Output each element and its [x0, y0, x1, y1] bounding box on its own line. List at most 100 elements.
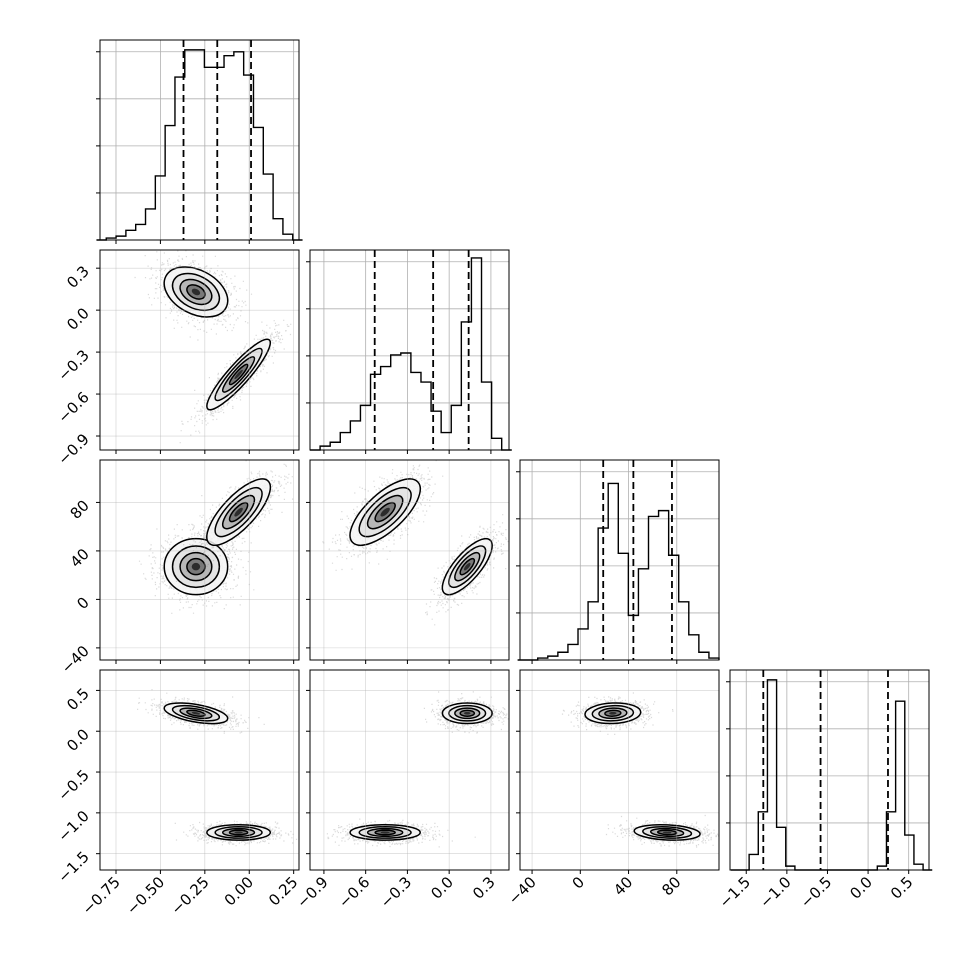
contour-line	[358, 486, 412, 538]
y-tick-label: −0.6	[54, 388, 92, 426]
contour-line	[642, 826, 693, 839]
y-tick-label: 0.3	[63, 262, 93, 292]
hist-panel-bg	[520, 460, 719, 660]
hist-panel-frame	[519, 459, 720, 661]
contour-line	[454, 551, 481, 582]
histogram-step	[310, 257, 512, 451]
contour-line	[206, 823, 272, 841]
x-tick-label: 40	[610, 873, 636, 899]
y-tick-label: −0.9	[54, 430, 92, 468]
scatter-panel-0-3	[96, 669, 300, 874]
contour-line	[358, 826, 412, 839]
contour-line	[228, 829, 249, 836]
contour-line	[591, 704, 635, 722]
hist-panel-0	[96, 39, 303, 244]
x-tick-label: −1.0	[756, 873, 794, 911]
y-tick-label: 40	[67, 545, 93, 571]
y-tick-label: −0.3	[54, 346, 92, 384]
x-tick-label: 0	[569, 873, 588, 892]
density-level	[609, 711, 617, 715]
scatter-panel-frame	[309, 669, 510, 871]
scatter-panel-frame	[519, 669, 720, 871]
density-level	[662, 831, 672, 834]
x-tick-label: 0.00	[221, 873, 257, 909]
x-tick-label: −1.5	[716, 873, 754, 911]
contour-line	[459, 709, 476, 717]
contour-line	[163, 266, 229, 318]
contour-line	[649, 827, 685, 838]
hist-panel-bg	[730, 670, 929, 870]
y-tick-label: −1.5	[54, 848, 92, 886]
contour-line	[584, 702, 642, 725]
hist-panel-frame	[729, 669, 930, 871]
hist-panel-3	[726, 669, 933, 874]
scatter-panel-1-2	[306, 459, 510, 664]
contour-line	[221, 494, 256, 530]
x-tick-label: 0.0	[427, 873, 457, 903]
x-tick-label: 0.5	[887, 873, 917, 903]
contour-line	[374, 501, 396, 523]
density-level	[380, 507, 390, 517]
y-tick-label: 0	[73, 593, 92, 612]
contour-line	[366, 827, 404, 838]
contour-line	[349, 478, 421, 546]
scatter-panel-1-3	[306, 669, 510, 874]
scatter-panel-frame	[99, 459, 300, 661]
hist-panel-frame	[99, 39, 300, 241]
x-tick-label: −0.6	[335, 873, 373, 911]
y-tick-label: 0.0	[63, 725, 93, 755]
y-tick-label: 0.5	[63, 685, 93, 715]
x-tick-label: 0.3	[469, 873, 499, 903]
contour-line	[459, 557, 476, 576]
hist-panel-1	[306, 249, 512, 454]
contour-line	[221, 356, 256, 393]
density-level	[191, 288, 201, 296]
contour-line	[179, 551, 213, 582]
contour-line	[598, 707, 628, 720]
contour-line	[366, 494, 404, 530]
contour-line	[454, 707, 481, 720]
y-tick-label: −40	[58, 642, 93, 677]
contour-line	[228, 501, 249, 523]
x-tick-label: 0.25	[265, 873, 301, 909]
contour-line	[441, 702, 493, 725]
scatter-panel-bg	[520, 670, 719, 870]
x-tick-label: 0.0	[846, 873, 876, 903]
density-level	[234, 831, 243, 834]
x-tick-label: −40	[505, 873, 540, 908]
x-tick-label: −0.50	[123, 873, 168, 918]
contour-line	[441, 537, 493, 596]
y-tick-label: −1.0	[54, 807, 92, 845]
contour-line	[214, 347, 263, 402]
y-tick-label: 0.0	[63, 304, 93, 334]
contour-line	[163, 537, 229, 596]
density-level	[463, 711, 471, 715]
contour-line	[206, 338, 272, 411]
x-tick-label: 80	[658, 873, 684, 899]
scatter-panel-bg	[310, 670, 509, 870]
contour-line	[171, 272, 221, 312]
histogram-step	[517, 482, 720, 661]
scatter-panel-frame	[99, 669, 300, 871]
x-tick-label: −0.5	[797, 873, 835, 911]
x-tick-label: −0.9	[293, 873, 331, 911]
density-level	[234, 369, 243, 380]
scatter-panel-2-3	[516, 669, 720, 874]
contour-line	[214, 486, 263, 538]
density-level	[463, 562, 471, 571]
scatter-points	[322, 460, 444, 571]
hist-panel-2	[516, 459, 720, 664]
x-tick-label: −0.75	[79, 873, 124, 918]
x-tick-label: −0.3	[377, 873, 415, 911]
contour-line	[214, 826, 263, 839]
contour-line	[604, 709, 622, 717]
contour-line	[228, 363, 249, 386]
contour-line	[374, 829, 396, 836]
contour-line	[633, 823, 701, 841]
density-level	[191, 562, 201, 571]
scatter-panel-0-2	[96, 459, 300, 664]
contour-line	[206, 478, 272, 546]
scatter-panel-0-1	[96, 249, 300, 454]
density-level	[234, 507, 243, 517]
